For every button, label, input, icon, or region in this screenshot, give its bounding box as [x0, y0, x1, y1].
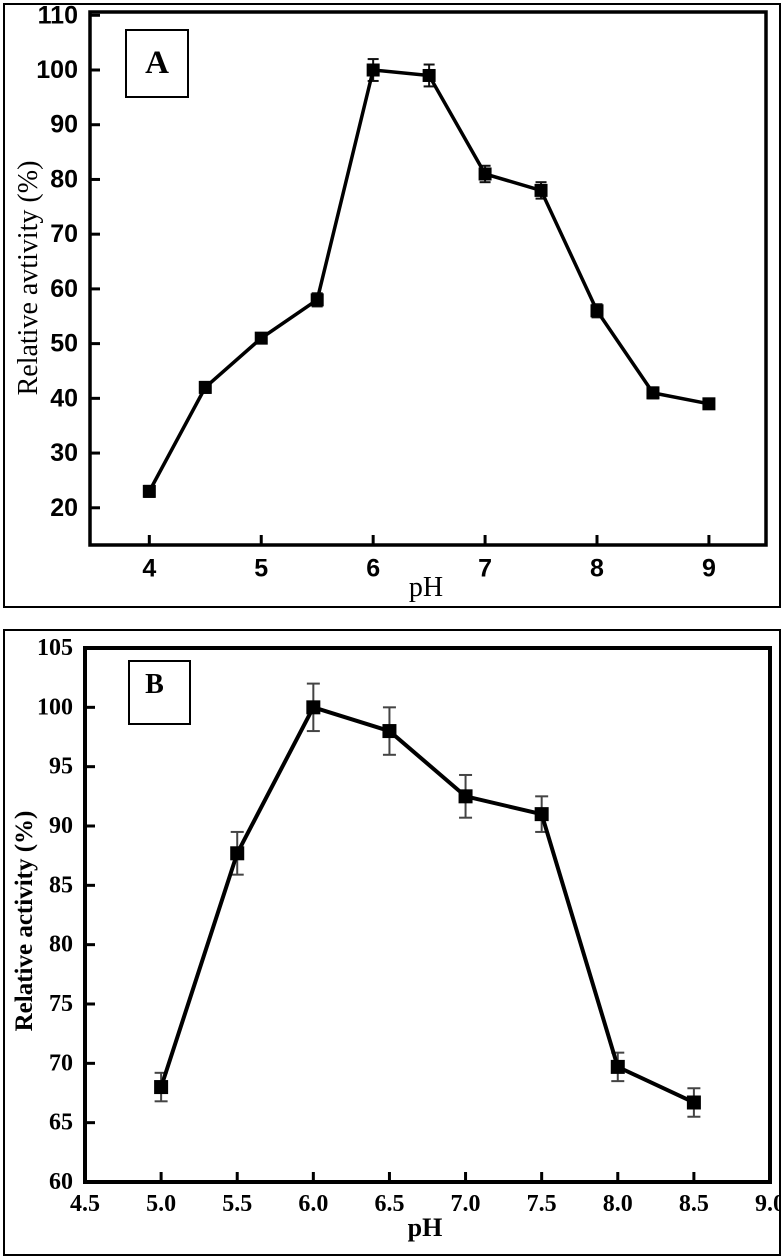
data-point	[702, 397, 716, 411]
x-tick-label: 9.0	[755, 1191, 779, 1217]
chart-b-y-axis-title: Relative activity (%)	[11, 810, 38, 1032]
error-bars	[143, 58, 715, 498]
chart-a-x-axis-title: pH	[408, 572, 444, 603]
data-point	[422, 68, 436, 82]
y-tick-label: 65	[49, 1110, 73, 1136]
chart-b-plot-area: 60 65 70 75 80 85 90 95 100 105 4.5 5.0 5.5 6.0 6.5 7.0…	[37, 635, 779, 1217]
y-tick-label: 105	[37, 635, 73, 661]
x-tick-label: 8.5	[679, 1191, 709, 1217]
x-tick-label: 8.0	[603, 1191, 633, 1217]
y-tick-label: 85	[49, 872, 73, 898]
data-series-line	[147, 68, 710, 493]
chart-a-plot-area: 20 30 40 50 60 70 80 90 100 110 4 5 6 7 8 9	[36, 5, 768, 583]
y-tick-label: 60	[50, 275, 78, 303]
axis-ticks	[83, 646, 772, 1184]
data-series-markers	[142, 63, 716, 498]
axis-tick-labels: 60 65 70 75 80 85 90 95 100 105 4.5 5.0 5.5 6.0 6.5 7.0…	[37, 635, 779, 1217]
y-tick-label: 80	[50, 165, 78, 193]
y-tick-label: 100	[36, 56, 78, 84]
data-series-line	[159, 704, 695, 1105]
axis-ticks	[90, 13, 711, 545]
data-series-markers	[154, 700, 701, 1110]
data-point	[478, 167, 492, 181]
x-tick-label: 6.5	[374, 1191, 404, 1217]
data-point	[198, 380, 212, 394]
panel-b: 60 65 70 75 80 85 90 95 100 105 4.5 5.0 5.5 6.0 6.5 7.0…	[3, 629, 781, 1256]
data-point	[458, 789, 473, 804]
y-tick-label: 75	[49, 991, 73, 1017]
plot-frame	[88, 10, 768, 547]
data-point	[154, 1080, 169, 1095]
data-point	[590, 304, 604, 318]
y-tick-label: 90	[49, 813, 73, 839]
x-tick-label: 5	[254, 555, 268, 583]
data-point	[534, 183, 548, 197]
panel-b-letter: B	[145, 668, 164, 700]
axis-tick-labels: 20 30 40 50 60 70 80 90 100 110 4 5 6 7 8 9	[36, 5, 716, 583]
y-tick-label: 95	[49, 754, 73, 780]
y-tick-label: 110	[38, 5, 78, 29]
data-point	[534, 807, 549, 822]
x-tick-label: 7	[478, 555, 492, 583]
data-point	[254, 331, 268, 345]
data-point	[610, 1059, 625, 1074]
data-point	[686, 1095, 701, 1110]
x-tick-label: 9	[702, 555, 716, 583]
data-point	[310, 293, 324, 307]
data-point	[646, 386, 660, 400]
y-tick-label: 90	[50, 111, 78, 139]
panel-a-label-box: A	[125, 29, 189, 98]
panel-a-letter: A	[145, 45, 169, 81]
panel-b-label-box: B	[128, 660, 191, 725]
x-tick-label: 6.0	[298, 1191, 328, 1217]
data-point	[382, 724, 397, 739]
x-tick-label: 7.5	[527, 1191, 557, 1217]
y-tick-label: 40	[50, 384, 78, 412]
y-tick-label: 30	[50, 439, 78, 467]
plot-frame	[83, 646, 772, 1184]
y-tick-label: 70	[49, 1050, 73, 1076]
x-tick-label: 4	[142, 555, 156, 583]
data-point	[230, 846, 245, 861]
data-point	[306, 700, 321, 715]
chart-b-x-axis-title: pH	[407, 1213, 443, 1242]
panel-a: 20 30 40 50 60 70 80 90 100 110 4 5 6 7 8 9 A Relative …	[3, 3, 781, 608]
x-tick-label: 6	[366, 555, 380, 583]
y-tick-label: 70	[50, 220, 78, 248]
chart-a-y-axis-title: Relative avtivity (%)	[13, 160, 44, 396]
error-bars	[154, 682, 701, 1118]
x-tick-label: 5.0	[146, 1191, 176, 1217]
y-tick-label: 60	[49, 1169, 73, 1195]
x-tick-label: 7.0	[451, 1191, 481, 1217]
y-tick-label: 50	[50, 330, 78, 358]
data-point	[366, 63, 380, 77]
y-tick-label: 80	[49, 932, 73, 958]
data-point	[142, 484, 156, 498]
y-tick-label: 20	[50, 494, 78, 522]
x-tick-label: 4.5	[70, 1191, 100, 1217]
x-tick-label: 5.5	[222, 1191, 252, 1217]
y-tick-label: 100	[37, 694, 73, 720]
x-tick-label: 8	[590, 555, 604, 583]
